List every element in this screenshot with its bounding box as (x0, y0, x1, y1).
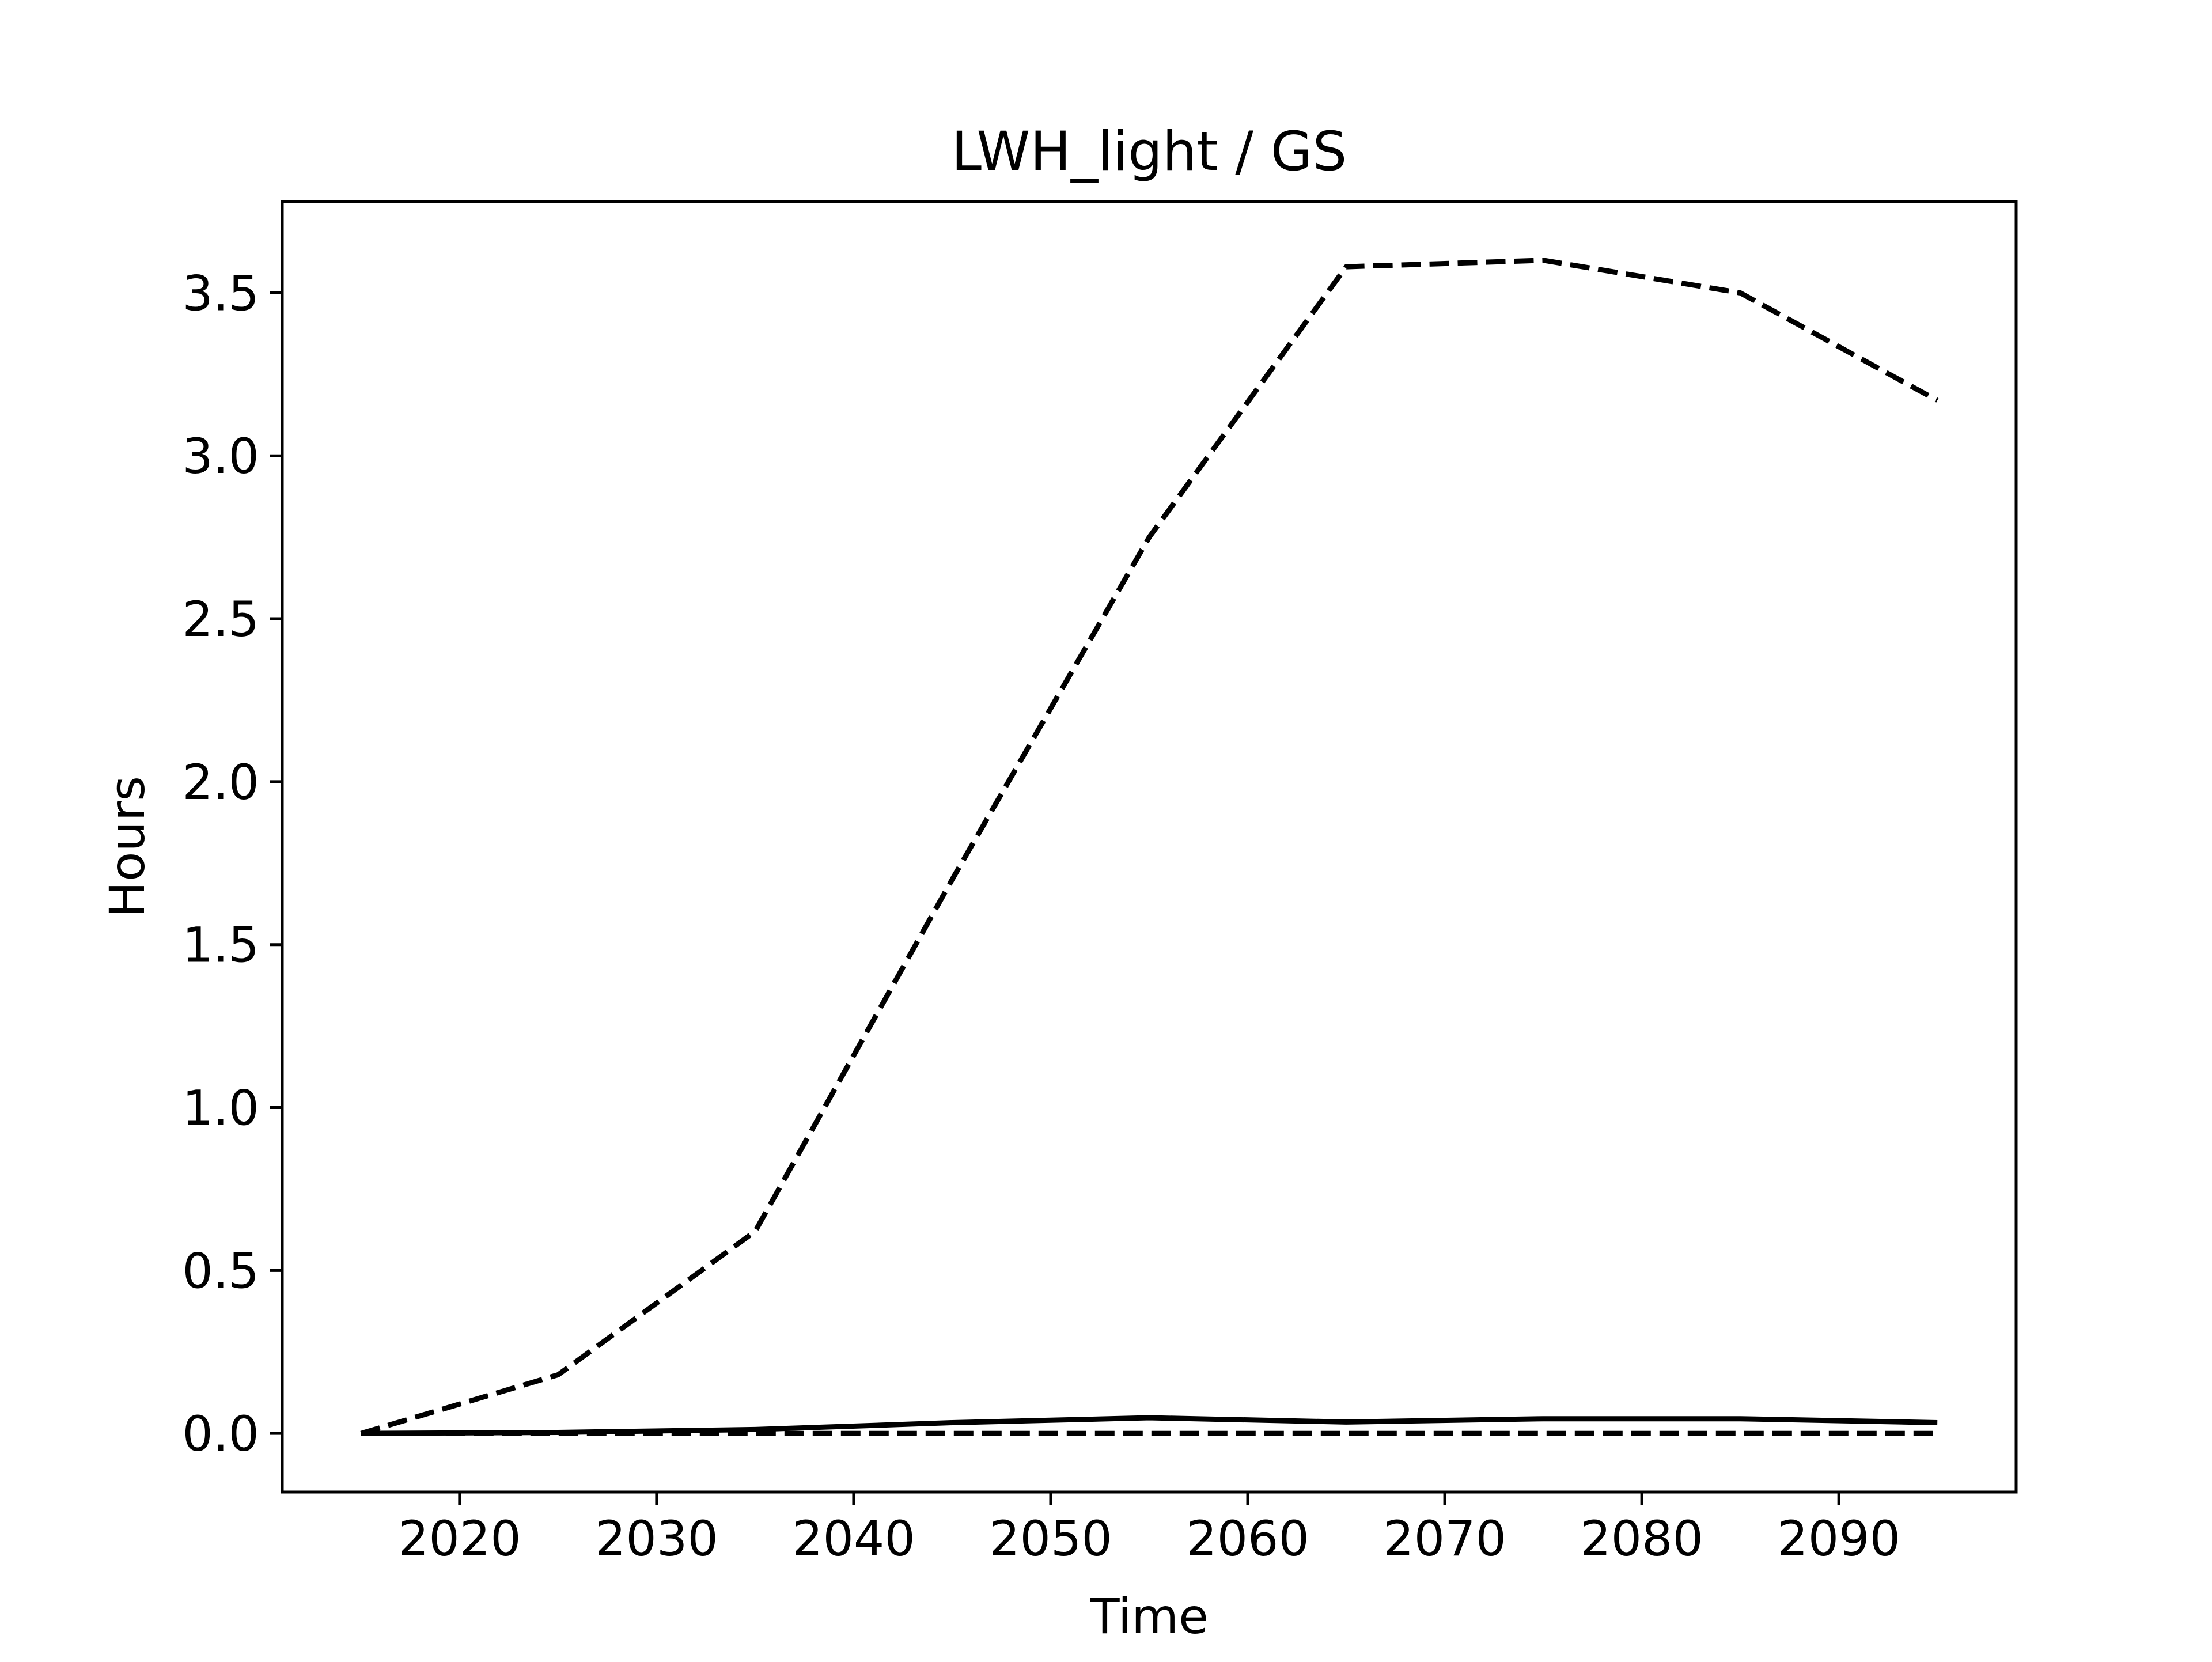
x-tick-label: 2030 (595, 1510, 718, 1567)
y-tick-label: 2.5 (182, 591, 259, 648)
x-tick-label: 2020 (398, 1510, 521, 1567)
plot-frame (281, 200, 2018, 1494)
y-tick-label: 3.0 (182, 428, 259, 484)
x-axis: 2020 2030 2040 2050 2060 2070 2080 2090 (398, 1492, 1900, 1567)
chart-title: LWH_light / GS (952, 120, 1347, 183)
x-tick-label: 2080 (1580, 1510, 1703, 1567)
y-tick-label: 0.0 (182, 1406, 259, 1462)
x-axis-label: Time (1089, 1588, 1209, 1645)
y-axis-label: Hours (99, 776, 156, 918)
y-tick-label: 0.5 (182, 1243, 259, 1299)
y-tick-label: 1.5 (182, 917, 259, 974)
x-tick-label: 2050 (989, 1510, 1112, 1567)
series-layer (360, 258, 1939, 1436)
y-tick-label: 1.0 (182, 1080, 259, 1137)
y-axis: 0.0 0.5 1.0 1.5 2.0 2.5 3.0 3.5 (182, 265, 282, 1462)
x-tick-label: 2060 (1186, 1510, 1309, 1567)
series-line-1 (360, 258, 1939, 1436)
y-tick-label: 2.0 (182, 754, 259, 811)
x-tick-label: 2040 (792, 1510, 915, 1567)
x-tick-label: 2090 (1777, 1510, 1900, 1567)
x-tick-label: 2070 (1383, 1510, 1506, 1567)
y-tick-label: 3.5 (182, 265, 259, 321)
